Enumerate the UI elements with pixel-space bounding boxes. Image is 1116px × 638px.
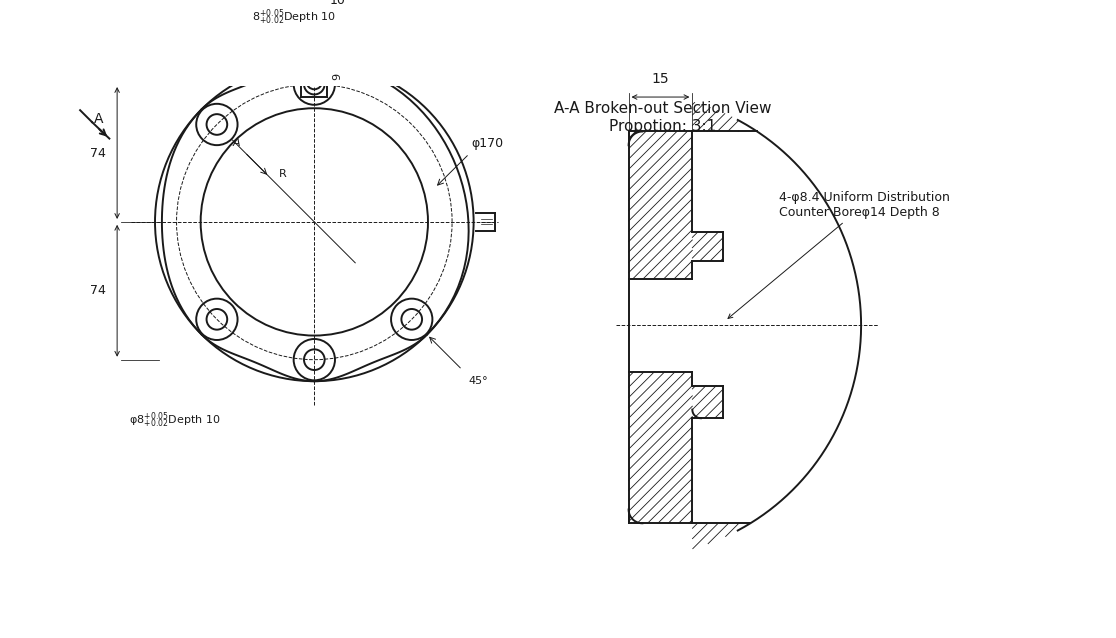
Text: φ$8^{+0.05}_{+0.02}$Depth 10: φ$8^{+0.05}_{+0.02}$Depth 10 xyxy=(129,410,221,430)
Text: 74: 74 xyxy=(90,147,106,160)
Text: 9: 9 xyxy=(333,73,343,80)
Text: 45°: 45° xyxy=(469,376,488,386)
Text: 74: 74 xyxy=(90,285,106,297)
Text: $8^{+0.05}_{+0.02}$Depth 10: $8^{+0.05}_{+0.02}$Depth 10 xyxy=(252,7,336,27)
Text: R: R xyxy=(279,170,287,179)
Text: 15: 15 xyxy=(652,72,670,86)
Text: 4-φ8.4 Uniform Distribution
Counter Boreφ14 Depth 8: 4-φ8.4 Uniform Distribution Counter Bore… xyxy=(728,191,950,318)
Text: A: A xyxy=(94,112,104,126)
Text: φ170: φ170 xyxy=(471,137,503,151)
Text: 10: 10 xyxy=(329,0,345,8)
Text: A-A Broken-out Section View
Propotion: 3:1: A-A Broken-out Section View Propotion: 3… xyxy=(555,101,772,134)
Text: A: A xyxy=(233,138,240,147)
